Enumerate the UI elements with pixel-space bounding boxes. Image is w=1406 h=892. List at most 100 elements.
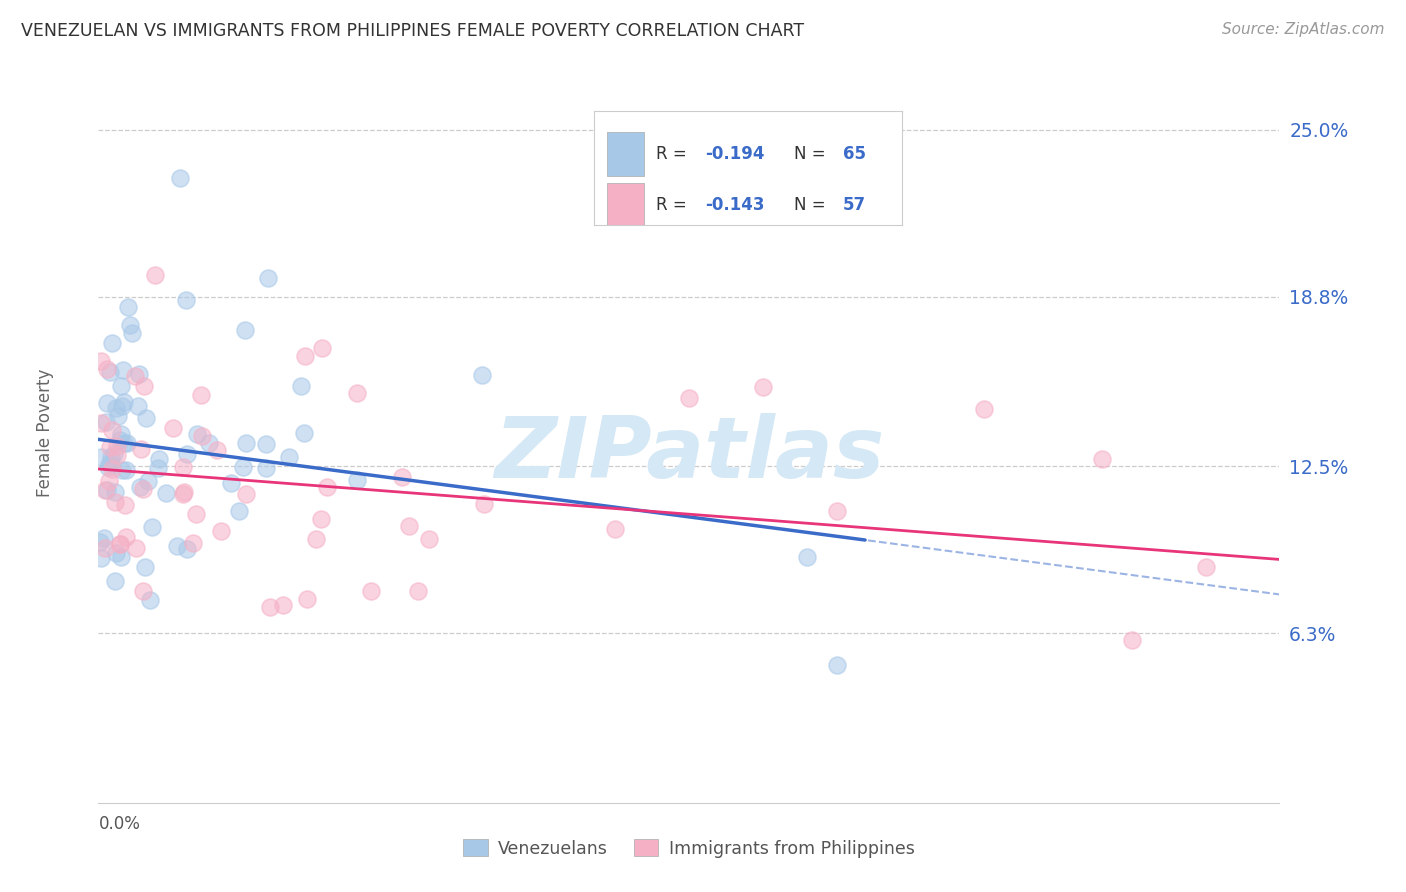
Point — [98, 365, 121, 379]
Point — [398, 518, 420, 533]
Point — [360, 583, 382, 598]
Point — [292, 425, 315, 440]
Point — [114, 498, 136, 512]
Point — [678, 391, 700, 405]
Point — [112, 435, 135, 450]
Point — [271, 598, 294, 612]
Point — [103, 446, 125, 460]
Point — [190, 388, 212, 402]
Point — [110, 378, 132, 392]
Point — [316, 479, 339, 493]
Point — [141, 520, 163, 534]
Point — [418, 532, 440, 546]
Point — [184, 508, 207, 522]
Point — [1195, 559, 1218, 574]
Point — [1091, 452, 1114, 467]
Point — [257, 270, 280, 285]
Point — [121, 326, 143, 340]
Point — [104, 485, 127, 500]
Point — [129, 442, 152, 456]
Point — [172, 460, 194, 475]
Point — [259, 600, 281, 615]
Point — [96, 362, 118, 376]
Point — [135, 411, 157, 425]
Point — [127, 400, 149, 414]
Text: 0.0%: 0.0% — [98, 815, 141, 833]
Point — [181, 536, 204, 550]
Point — [97, 459, 120, 474]
Point — [98, 456, 121, 470]
Point — [166, 539, 188, 553]
Point — [112, 395, 135, 409]
Point — [825, 504, 848, 518]
Point — [132, 482, 155, 496]
Point — [172, 487, 194, 501]
Point — [295, 591, 318, 606]
Point — [108, 537, 131, 551]
Point — [169, 171, 191, 186]
Point — [100, 450, 122, 465]
Point — [1121, 633, 1143, 648]
Point — [472, 497, 495, 511]
Point — [973, 402, 995, 417]
Point — [391, 470, 413, 484]
Point — [176, 447, 198, 461]
Point — [346, 473, 368, 487]
Point — [124, 368, 146, 383]
Point — [96, 396, 118, 410]
Point — [143, 268, 166, 282]
Point — [162, 421, 184, 435]
Point — [104, 495, 127, 509]
Point — [114, 463, 136, 477]
Point — [176, 541, 198, 556]
Point — [108, 433, 131, 447]
Point — [93, 531, 115, 545]
Point — [134, 560, 156, 574]
Point — [155, 485, 177, 500]
Point — [110, 426, 132, 441]
Point — [108, 537, 131, 551]
Point — [128, 367, 150, 381]
Point — [110, 550, 132, 565]
Point — [104, 546, 127, 560]
Point — [112, 363, 135, 377]
Point — [105, 401, 128, 415]
Point — [186, 426, 208, 441]
Point — [173, 485, 195, 500]
Point — [96, 483, 118, 498]
Point — [235, 435, 257, 450]
Text: Female Poverty: Female Poverty — [37, 368, 55, 497]
Point — [254, 437, 277, 451]
Point — [107, 409, 129, 424]
Point — [311, 341, 333, 355]
Text: VENEZUELAN VS IMMIGRANTS FROM PHILIPPINES FEMALE POVERTY CORRELATION CHART: VENEZUELAN VS IMMIGRANTS FROM PHILIPPINE… — [21, 22, 804, 40]
Point — [305, 532, 328, 546]
Point — [90, 550, 112, 565]
Point — [129, 480, 152, 494]
Point — [254, 460, 277, 475]
Point — [294, 349, 316, 363]
Point — [104, 574, 127, 588]
Legend: Venezuelans, Immigrants from Philippines: Venezuelans, Immigrants from Philippines — [457, 832, 921, 864]
Point — [309, 512, 332, 526]
Point — [277, 450, 299, 465]
Point — [90, 450, 112, 465]
Point — [825, 657, 848, 672]
Point — [111, 400, 134, 414]
Point — [471, 368, 494, 383]
Point — [221, 475, 243, 490]
Point — [174, 293, 197, 307]
Text: Source: ZipAtlas.com: Source: ZipAtlas.com — [1222, 22, 1385, 37]
Point — [752, 380, 775, 394]
Point — [94, 483, 117, 497]
Point — [111, 463, 134, 477]
Point — [346, 386, 368, 401]
Point — [101, 423, 124, 437]
Point — [136, 474, 159, 488]
Point — [115, 530, 138, 544]
Point — [94, 415, 117, 429]
Point — [117, 300, 139, 314]
Point — [132, 378, 155, 392]
Point — [232, 460, 254, 475]
Point — [605, 522, 627, 536]
